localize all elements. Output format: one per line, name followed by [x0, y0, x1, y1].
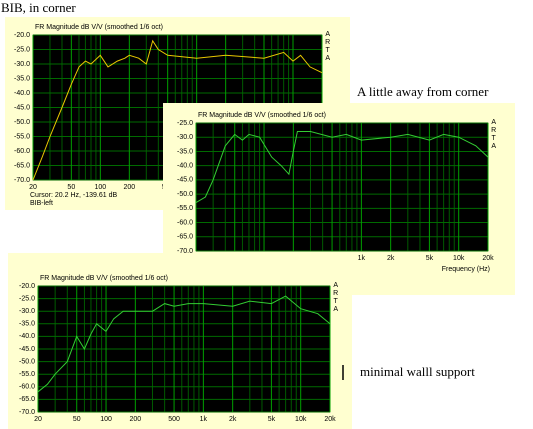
caption: minimal walll support	[360, 364, 475, 379]
y-tick-label: -30.0	[19, 308, 35, 315]
x-tick-label: 20	[29, 184, 37, 191]
x-tick-label: 200	[123, 184, 135, 191]
x-tick-label: 1k	[200, 416, 208, 423]
y-tick-label: -25.0	[14, 46, 30, 53]
y-tick-label: -50.0	[14, 119, 30, 126]
y-tick-label: -40.0	[177, 163, 193, 170]
x-tick-label: 20k	[324, 416, 336, 423]
y-tick-label: -45.0	[14, 104, 30, 111]
y-tick-label: -25.0	[177, 120, 193, 127]
y-tick-label: -60.0	[177, 219, 193, 226]
y-tick-label: -70.0	[177, 248, 193, 255]
y-tick-label: -45.0	[177, 177, 193, 184]
x-tick-label: 200	[129, 416, 141, 423]
y-tick-label: -25.0	[19, 295, 35, 302]
x-tick-label: 5k	[268, 416, 276, 423]
y-tick-label: -55.0	[177, 205, 193, 212]
caption: A little away from corner	[357, 84, 489, 99]
side-label: ARTA	[332, 282, 339, 314]
y-tick-label: -60.0	[19, 384, 35, 391]
fr-curve	[37, 295, 331, 393]
x-tick-label: 2k	[229, 416, 237, 423]
y-tick-label: -60.0	[14, 148, 30, 155]
x-tick-label: 500	[168, 416, 180, 423]
x-tick-label: 50	[73, 416, 81, 423]
y-tick-label: -45.0	[19, 346, 35, 353]
x-tick-label: 2k	[387, 255, 395, 262]
side-label: ARTA	[324, 31, 331, 63]
x-tick-label: 5k	[426, 255, 434, 262]
x-tick-label: 10k	[453, 255, 465, 262]
x-tick-label: 100	[100, 416, 112, 423]
y-tick-label: -35.0	[19, 321, 35, 328]
y-tick-label: -70.0	[19, 409, 35, 416]
x-tick-label: 50	[67, 184, 75, 191]
y-tick-label: -65.0	[19, 396, 35, 403]
y-tick-label: -30.0	[14, 61, 30, 68]
fr-curve	[32, 39, 323, 181]
y-tick-label: -35.0	[177, 148, 193, 155]
y-tick-label: -65.0	[14, 162, 30, 169]
x-tick-label: 10k	[295, 416, 307, 423]
y-tick-label: -55.0	[14, 133, 30, 140]
x-tick-label: 100	[94, 184, 106, 191]
x-tick-label: 20	[34, 416, 42, 423]
chart-title: FR Magnitude dB V/V (smoothed 1/6 oct)	[198, 112, 326, 119]
y-tick-label: -20.0	[19, 283, 35, 290]
y-tick-label: -55.0	[19, 371, 35, 378]
caption: BIB, in corner	[1, 0, 76, 15]
y-tick-label: -65.0	[177, 234, 193, 241]
plot-area	[195, 122, 489, 252]
y-tick-label: -50.0	[19, 358, 35, 365]
y-tick-label: -40.0	[14, 90, 30, 97]
side-label: ARTA	[490, 119, 497, 151]
cursor-note: BIB-left	[30, 200, 53, 207]
y-tick-label: -20.0	[14, 32, 30, 39]
chart-title: FR Magnitude dB V/V (smoothed 1/6 oct)	[40, 275, 168, 282]
x-tick-label: 20k	[482, 255, 494, 262]
chart-title: FR Magnitude dB V/V (smoothed 1/6 oct)	[35, 24, 163, 31]
cursor-note: Cursor: 20.2 Hz, -139.61 dB	[30, 192, 117, 199]
y-tick-label: -50.0	[177, 191, 193, 198]
y-tick-label: -70.0	[14, 177, 30, 184]
x-axis-label: Frequency (Hz)	[442, 266, 490, 273]
x-tick-label: 1k	[358, 255, 366, 262]
fr-curve	[195, 131, 489, 204]
y-tick-label: -35.0	[14, 75, 30, 82]
y-tick-label: -40.0	[19, 333, 35, 340]
y-tick-label: -30.0	[177, 134, 193, 141]
